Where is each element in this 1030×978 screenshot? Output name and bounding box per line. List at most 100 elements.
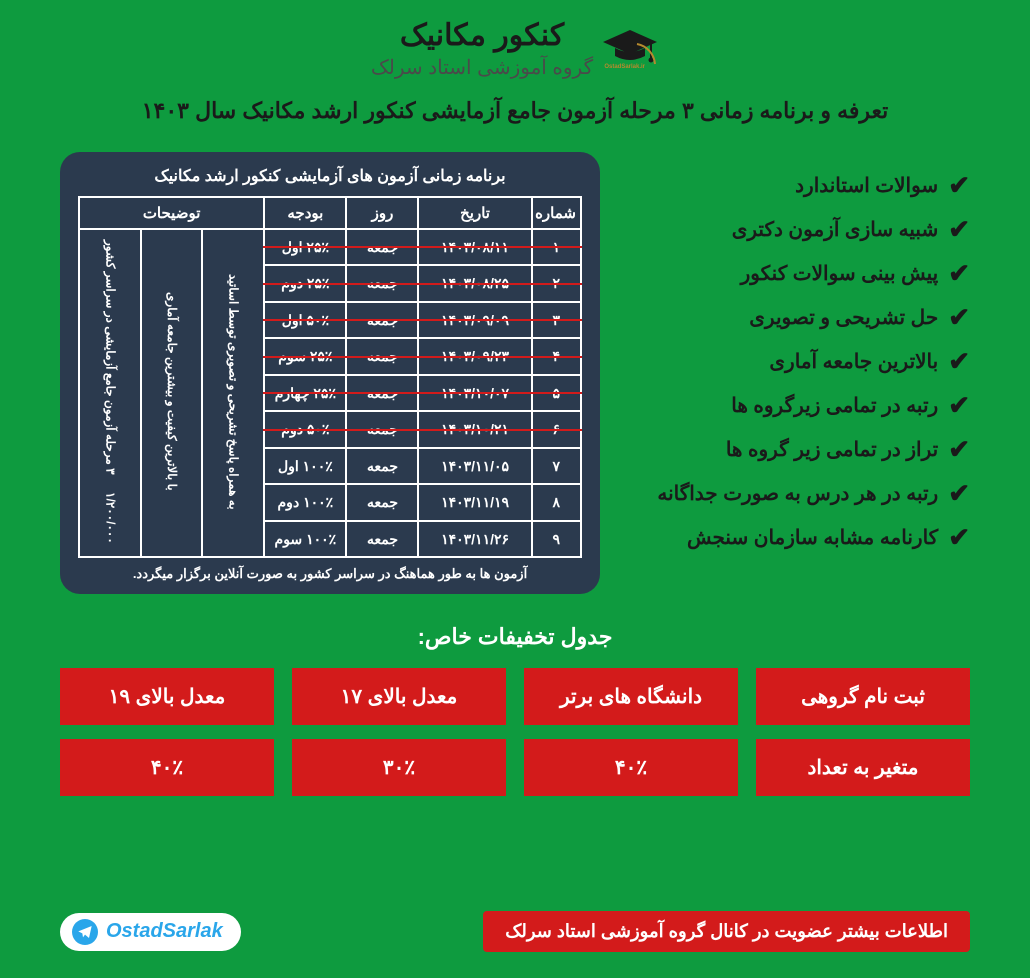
cell-num: ۳ [532, 302, 581, 338]
cell-day: جمعه [346, 302, 418, 338]
cell-num: ۸ [532, 484, 581, 520]
footer-info: اطلاعات بیشتر عضویت در کانال گروه آموزشی… [483, 911, 970, 952]
telegram-icon [72, 919, 98, 945]
discount-header: معدل بالای ۱۷ [292, 668, 506, 725]
cell-date: ۱۴۰۳/۰۸/۱۱ [418, 229, 531, 265]
feature-text: سوالات استاندارد [795, 173, 938, 198]
cell-num: ۴ [532, 338, 581, 374]
brand-title: کنکور مکانیک [371, 18, 593, 53]
check-icon: ✔ [948, 480, 970, 506]
header: OstadSarlak.ir کنکور مکانیک گروه آموزشی … [0, 0, 1030, 80]
schedule-table: شماره تاریخ روز بودجه توضیحات ۱۱۴۰۳/۰۸/۱… [78, 196, 582, 558]
cell-date: ۱۴۰۳/۰۹/۲۳ [418, 338, 531, 374]
cell-day: جمعه [346, 448, 418, 484]
discount-header: ثبت نام گروهی [756, 668, 970, 725]
cell-budget: ۲۵٪ چهارم [264, 375, 346, 411]
discount-value: ۴۰٪ [524, 739, 738, 796]
check-icon: ✔ [948, 172, 970, 198]
feature-text: شبیه سازی آزمون دکتری [732, 217, 938, 242]
col-date: تاریخ [418, 197, 531, 229]
col-notes: توضیحات [79, 197, 264, 229]
notes-col-1: به همراه پاسخ تشریحی و تصویری توسط اساتی… [202, 229, 264, 557]
feature-item: ✔ شبیه سازی آزمون دکتری [630, 216, 970, 242]
discount-header: دانشگاه های برتر [524, 668, 738, 725]
check-icon: ✔ [948, 216, 970, 242]
cell-day: جمعه [346, 375, 418, 411]
cell-num: ۹ [532, 521, 581, 558]
cell-num: ۷ [532, 448, 581, 484]
check-icon: ✔ [948, 260, 970, 286]
check-icon: ✔ [948, 392, 970, 418]
feature-item: ✔ رتبه در تمامی زیرگروه ها [630, 392, 970, 418]
page-headline: تعرفه و برنامه زمانی ۳ مرحله آزمون جامع … [0, 98, 1030, 124]
cell-day: جمعه [346, 521, 418, 558]
cell-day: جمعه [346, 265, 418, 301]
check-icon: ✔ [948, 436, 970, 462]
brand-subtitle: گروه آموزشی استاد سرلک [371, 55, 593, 80]
discount-grid: ثبت نام گروهی دانشگاه های برتر معدل بالای … [0, 650, 1030, 796]
cell-date: ۱۴۰۳/۱۱/۱۹ [418, 484, 531, 520]
feature-item: ✔ کارنامه مشابه سازمان سنجش [630, 524, 970, 550]
feature-text: حل تشریحی و تصویری [749, 305, 938, 330]
col-num: شماره [532, 197, 581, 229]
discount-value: متغیر به تعداد [756, 739, 970, 796]
feature-text: تراز در تمامی زیر گروه ها [726, 437, 938, 462]
col-budget: بودجه [264, 197, 346, 229]
cell-budget: ۱۰۰٪ اول [264, 448, 346, 484]
cell-budget: ۲۵٪ سوم [264, 338, 346, 374]
cell-budget: ۵۰٪ اول [264, 302, 346, 338]
logo: OstadSarlak.ir کنکور مکانیک گروه آموزشی … [371, 18, 659, 80]
cell-date: ۱۴۰۳/۱۱/۲۶ [418, 521, 531, 558]
schedule-tbody: ۱۱۴۰۳/۰۸/۱۱جمعه۲۵٪ اولبه همراه پاسخ تشری… [79, 229, 581, 557]
schedule-box: برنامه زمانی آزمون های آزمایشی کنکور ارش… [60, 152, 600, 594]
cell-date: ۱۴۰۳/۱۱/۰۵ [418, 448, 531, 484]
cell-date: ۱۴۰۳/۱۰/۰۷ [418, 375, 531, 411]
cell-day: جمعه [346, 229, 418, 265]
feature-item: ✔ تراز در تمامی زیر گروه ها [630, 436, 970, 462]
cell-day: جمعه [346, 411, 418, 447]
cell-num: ۵ [532, 375, 581, 411]
telegram-handle: OstadSarlak [106, 920, 223, 943]
discount-header: معدل بالای ۱۹ [60, 668, 274, 725]
cell-budget: ۵۰٪ دوم [264, 411, 346, 447]
check-icon: ✔ [948, 524, 970, 550]
feature-text: کارنامه مشابه سازمان سنجش [687, 525, 938, 550]
check-icon: ✔ [948, 304, 970, 330]
col-day: روز [346, 197, 418, 229]
telegram-badge[interactable]: OstadSarlak [60, 913, 241, 951]
notes-col-2: با بالاترین کیفیت و بیشترین جامعه آماری [141, 229, 203, 557]
footer-row: اطلاعات بیشتر عضویت در کانال گروه آموزشی… [60, 911, 970, 952]
discount-title: جدول تخفیفات خاص: [0, 624, 1030, 650]
cell-budget: ۲۵٪ دوم [264, 265, 346, 301]
feature-text: پیش بینی سوالات کنکور [741, 261, 939, 286]
cell-date: ۱۴۰۳/۰۸/۲۵ [418, 265, 531, 301]
cell-num: ۶ [532, 411, 581, 447]
brand-badge: OstadSarlak.ir [604, 64, 645, 70]
feature-item: ✔ پیش بینی سوالات کنکور [630, 260, 970, 286]
discount-value: ۳۰٪ [292, 739, 506, 796]
feature-list: ✔سوالات استاندارد✔شبیه سازی آزمون دکتری✔… [630, 152, 970, 550]
cell-budget: ۱۰۰٪ دوم [264, 484, 346, 520]
cell-date: ۱۴۰۳/۰۹/۰۹ [418, 302, 531, 338]
notes-col-3: ۳ مرحله آزمون جامع آزمایشی در سراسر کشور… [79, 229, 141, 557]
schedule-row: ۱۱۴۰۳/۰۸/۱۱جمعه۲۵٪ اولبه همراه پاسخ تشری… [79, 229, 581, 265]
schedule-footer: آزمون ها به طور هماهنگ در سراسر کشور به … [78, 558, 582, 584]
schedule-title: برنامه زمانی آزمون های آزمایشی کنکور ارش… [78, 166, 582, 186]
feature-text: بالاترین جامعه آماری [769, 349, 938, 374]
cell-budget: ۲۵٪ اول [264, 229, 346, 265]
cell-day: جمعه [346, 484, 418, 520]
cell-budget: ۱۰۰٪ سوم [264, 521, 346, 558]
feature-item: ✔ رتبه در هر درس به صورت جداگانه [630, 480, 970, 506]
feature-text: رتبه در تمامی زیرگروه ها [731, 393, 938, 418]
feature-item: ✔ حل تشریحی و تصویری [630, 304, 970, 330]
feature-text: رتبه در هر درس به صورت جداگانه [657, 481, 938, 506]
check-icon: ✔ [948, 348, 970, 374]
cell-day: جمعه [346, 338, 418, 374]
cell-date: ۱۴۰۳/۱۰/۲۱ [418, 411, 531, 447]
graduation-cap-icon: OstadSarlak.ir [601, 28, 659, 70]
feature-item: ✔ بالاترین جامعه آماری [630, 348, 970, 374]
feature-item: ✔ سوالات استاندارد [630, 172, 970, 198]
cell-num: ۲ [532, 265, 581, 301]
discount-value: ۴۰٪ [60, 739, 274, 796]
cell-num: ۱ [532, 229, 581, 265]
